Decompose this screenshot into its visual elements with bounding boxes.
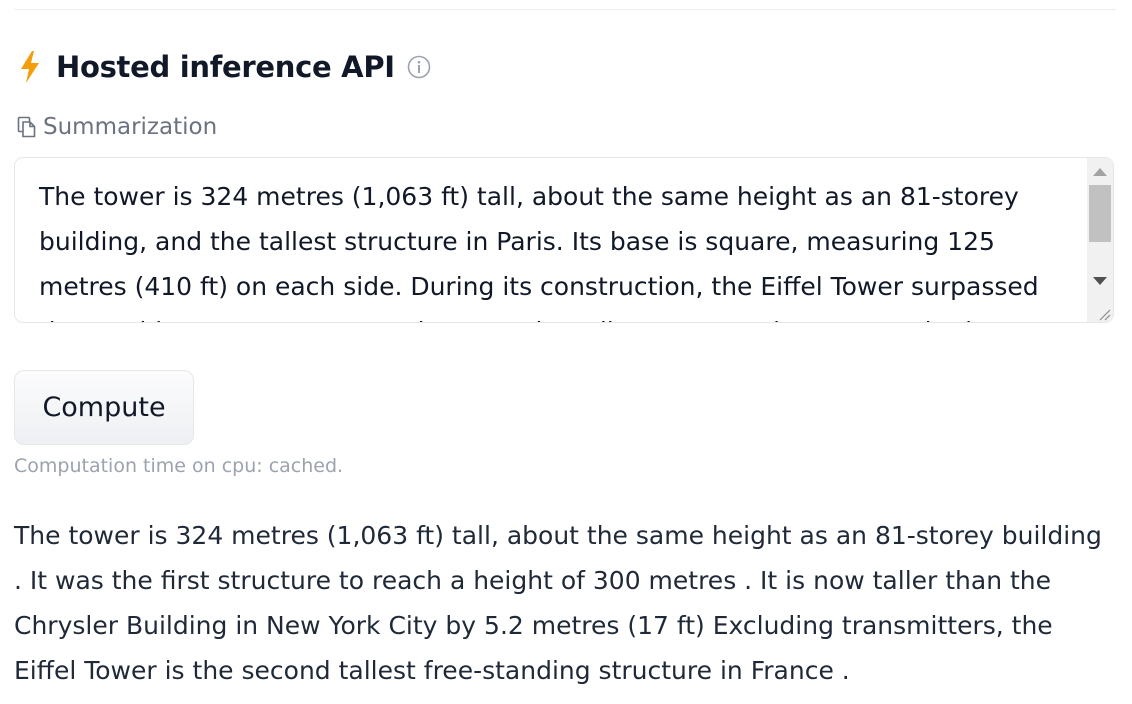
compute-button[interactable]: Compute: [14, 370, 194, 445]
scroll-down-icon[interactable]: [1093, 277, 1107, 285]
scroll-thumb[interactable]: [1089, 185, 1111, 242]
task-type: Summarization: [17, 112, 217, 142]
lightning-bolt-icon: [18, 50, 42, 84]
textarea-scrollbar[interactable]: [1087, 158, 1113, 322]
info-icon[interactable]: [407, 55, 431, 79]
input-textarea[interactable]: The tower is 324 metres (1,063 ft) tall,…: [14, 157, 1114, 323]
scroll-up-icon[interactable]: [1093, 168, 1107, 176]
widget-title: Hosted inference API: [56, 50, 395, 84]
copy-document-icon: [17, 116, 37, 138]
summary-output: The tower is 324 metres (1,063 ft) tall,…: [14, 521, 1102, 685]
widget-header: Hosted inference API: [18, 46, 431, 88]
computation-time: Computation time on cpu: cached.: [14, 455, 344, 477]
input-text[interactable]: The tower is 324 metres (1,063 ft) tall,…: [39, 182, 1039, 322]
task-label: Summarization: [43, 114, 218, 140]
resize-grip-icon[interactable]: [1097, 306, 1111, 321]
top-divider: [14, 9, 1116, 10]
